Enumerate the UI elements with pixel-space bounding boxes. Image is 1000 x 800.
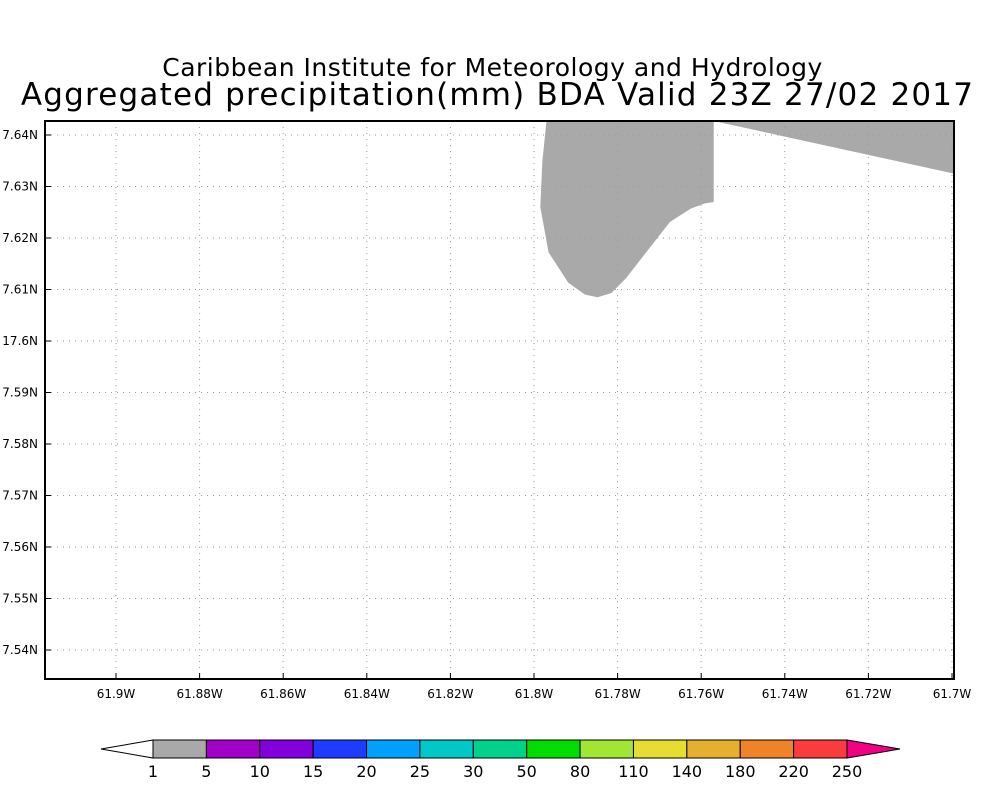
lon-tick-label: 61.82W <box>427 687 473 701</box>
colorbar-segment <box>579 739 634 759</box>
map-title: Aggregated precipitation(mm) BDA Valid 2… <box>20 77 975 113</box>
lat-tick-label: 7.62N <box>2 231 38 245</box>
colorbar-segment <box>152 739 207 759</box>
lon-tick-label: 61.8W <box>515 687 554 701</box>
colorbar-segment <box>739 739 795 759</box>
longitude-labels: 61.9W 61.88W 61.86W 61.84W 61.82W 61.8W 61.78W… <box>97 687 972 701</box>
colorbar-label: 5 <box>201 762 211 781</box>
colorbar-segment <box>793 739 848 759</box>
map-frame <box>44 120 955 680</box>
lat-tick-label: 7.54N <box>2 643 38 657</box>
lat-tick-label: 17.6N <box>2 334 38 348</box>
colorbar-label: 10 <box>250 762 270 781</box>
colorbar-label: 25 <box>410 762 430 781</box>
colorbar-label: 110 <box>618 762 649 781</box>
colorbar-label: 1 <box>148 762 158 781</box>
colorbar-under-arrow <box>100 739 154 759</box>
lat-tick-label: 7.61N <box>2 283 38 297</box>
colorbar-segment <box>312 739 368 759</box>
lon-tick-label: 61.86W <box>260 687 306 701</box>
lat-tick-label: 7.64N <box>2 128 38 142</box>
colorbar-segment <box>419 739 474 759</box>
lat-tick-label: 7.56N <box>2 540 38 554</box>
colorbar-segment <box>632 739 688 759</box>
colorbar-segment <box>526 739 581 759</box>
lon-tick-label: 61.9W <box>97 687 136 701</box>
colorbar-segment <box>205 739 261 759</box>
colorbar-label: 30 <box>463 762 483 781</box>
colorbar-segment <box>259 739 314 759</box>
latitude-labels: 7.64N 7.63N 7.62N 7.61N 17.6N 7.59N 7.58N 7.57N… <box>2 128 38 657</box>
colorbar-label: 50 <box>517 762 537 781</box>
lon-tick-label: 61.76W <box>678 687 724 701</box>
colorbar-label: 15 <box>303 762 323 781</box>
colorbar-label: 220 <box>778 762 809 781</box>
colorbar-label: 20 <box>356 762 376 781</box>
institution-title: Caribbean Institute for Meteorology and … <box>162 53 823 82</box>
precip-area-1-5 <box>540 121 954 298</box>
lon-tick-label: 61.84W <box>344 687 390 701</box>
lon-tick-label: 61.78W <box>594 687 640 701</box>
lon-tick-label: 61.72W <box>845 687 891 701</box>
lat-tick-label: 7.58N <box>2 437 38 451</box>
colorbar-segment <box>686 739 741 759</box>
colorbar-over-arrow <box>846 739 901 759</box>
lon-tick-label: 61.7W <box>933 687 972 701</box>
lat-tick-label: 7.63N <box>2 180 38 194</box>
colorbar-segment <box>366 739 421 759</box>
map-background <box>45 121 954 679</box>
precip-layer <box>540 121 954 298</box>
colorbar: 1 5 10 15 20 25 30 50 80 110 140 180 220 250 <box>100 739 901 781</box>
colorbar-label: 250 <box>832 762 863 781</box>
lat-tick-label: 7.55N <box>2 592 38 606</box>
lon-tick-label: 61.74W <box>762 687 808 701</box>
colorbar-label: 80 <box>570 762 590 781</box>
lon-tick-label: 61.88W <box>176 687 222 701</box>
colorbar-label: 180 <box>725 762 756 781</box>
colorbar-segment <box>472 739 528 759</box>
colorbar-label: 140 <box>672 762 703 781</box>
lat-tick-label: 7.59N <box>2 386 38 400</box>
lat-tick-label: 7.57N <box>2 489 38 503</box>
